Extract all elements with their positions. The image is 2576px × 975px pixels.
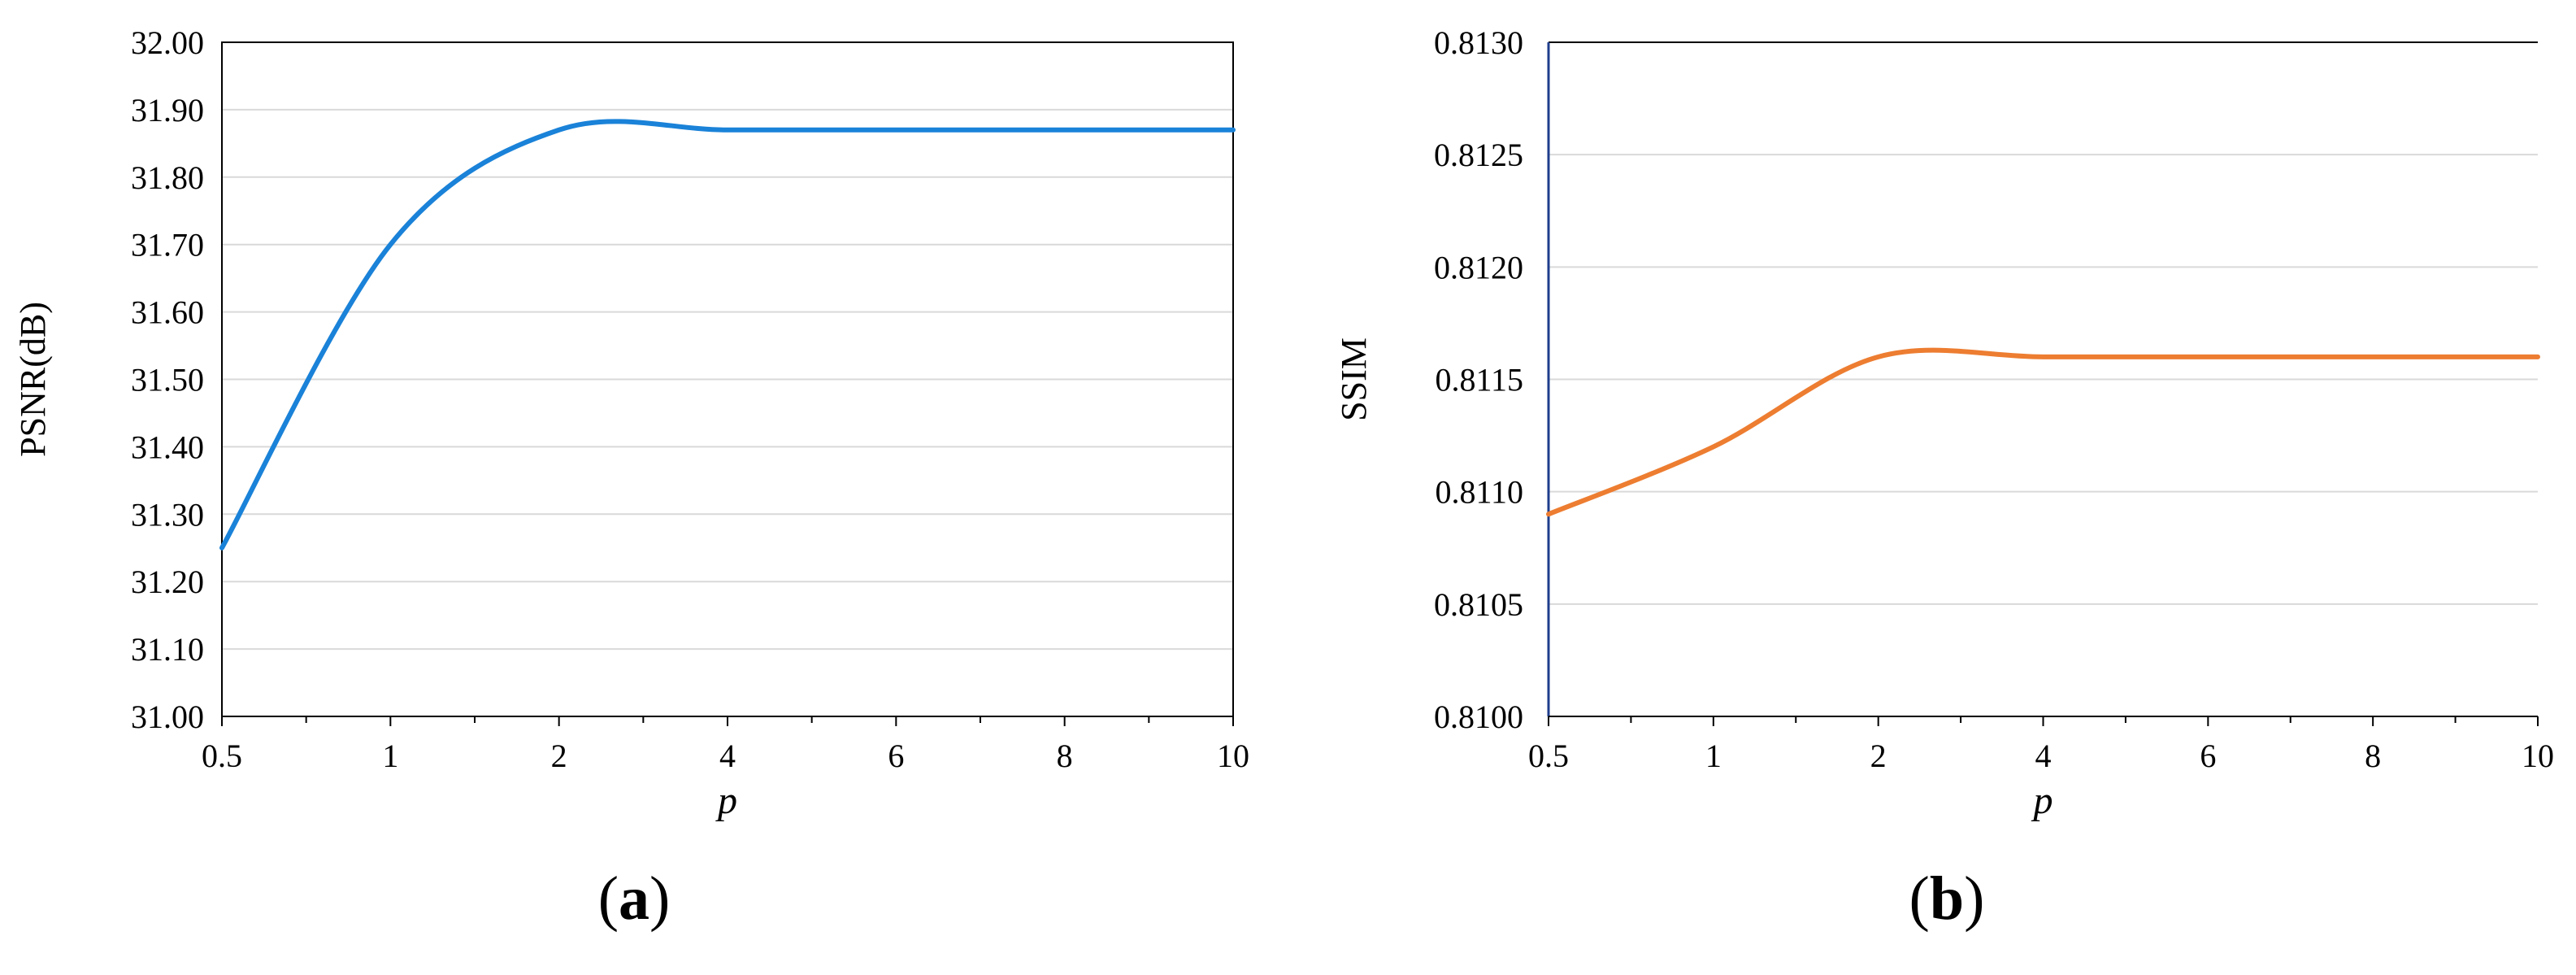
chart-b-data-point [1876,355,1881,359]
chart-b-data-point [1546,511,1551,516]
chart-b-y-tick-label: 0.8120 [1434,249,1523,285]
chart-a-x-tick-label: 6 [888,738,904,774]
chart-a-data-point [893,128,898,133]
chart-a-x-tick-label: 0.5 [202,738,242,774]
chart-a-series-line [219,119,1236,551]
chart-a-y-tick-label: 31.10 [131,631,204,668]
chart-b-y-tick-label: 0.8110 [1435,474,1523,511]
chart-b-data-point [2535,355,2540,359]
chart-a-y-tick-label: 31.20 [131,564,204,600]
chart-b-data-point [2370,355,2375,359]
chart-b-x-tick-label: 10 [2522,738,2554,774]
chart-a-x-axis-title: p [715,779,737,822]
chart-a-data-point [219,546,224,551]
chart-a-y-tick-label: 31.70 [131,227,204,263]
chart-b-x-tick-label: 4 [2035,738,2052,774]
chart-a-x-tick-label: 8 [1057,738,1073,774]
panel-label-a-letter: a [619,864,649,933]
panel-label-a: (a) [597,864,671,933]
chart-a-y-tick-label: 31.30 [131,496,204,533]
chart-a-data-point [1231,128,1236,133]
chart-a-y-tick-label: 31.00 [131,699,204,735]
chart-b-y-tick-label: 0.8105 [1434,586,1523,623]
chart-b-y-tick-label: 0.8130 [1434,24,1523,61]
chart-b-x-tick-label: 8 [2365,738,2381,774]
chart-a-x-tick-label: 2 [551,738,567,774]
chart-a-y-axis-title: PSNR(dB) [13,302,53,457]
chart-b-data-point [2041,355,2046,359]
chart-b-x-tick-label: 2 [1870,738,1887,774]
chart-a-data-point [388,242,393,247]
chart-b-data-point [2205,355,2210,359]
chart-b-y-tick-label: 0.8115 [1435,362,1523,398]
chart-b-x-tick-label: 0.5 [1528,738,1569,774]
chart-a-y-tick-label: 31.50 [131,362,204,398]
chart-b-x-axis-title: p [2031,779,2053,822]
chart-a-y-tick-label: 31.90 [131,92,204,128]
chart-b-y-axis-title: SSIM [1334,337,1374,421]
chart-b-y-tick-label: 0.8100 [1434,699,1523,735]
chart-b-x-tick-label: 6 [2200,738,2216,774]
chart-a-y-tick-label: 31.80 [131,159,204,196]
chart-a-x-tick-label: 10 [1217,738,1249,774]
chart-b-series-line [1546,347,2540,517]
chart-a-data-point [725,128,730,133]
chart-b-y-tick-label: 0.8125 [1434,137,1523,173]
panel-label-b: (b) [1909,864,1985,933]
chart-a-y-tick-label: 31.40 [131,429,204,465]
chart-a-data-point [557,128,562,133]
chart-a-x-tick-label: 1 [382,738,398,774]
chart-a-x-tick-label: 4 [719,738,736,774]
chart-a-y-tick-label: 32.00 [131,24,204,61]
chart-a-y-tick-label: 31.60 [131,294,204,331]
panel-label-b-letter: b [1929,864,1965,933]
chart-b-data-point [1711,444,1716,449]
chart-b-x-tick-label: 1 [1705,738,1722,774]
chart-a-data-point [1062,128,1067,133]
